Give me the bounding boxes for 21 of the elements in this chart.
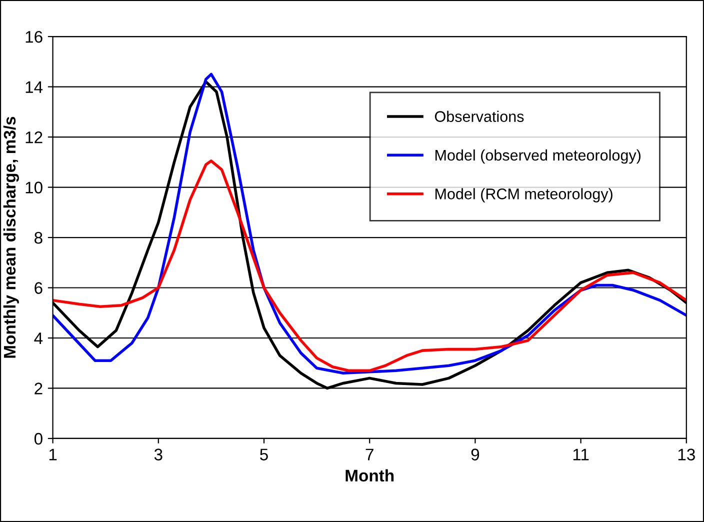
y-tick-label: 2	[34, 382, 42, 394]
y-tick-label: 4	[34, 332, 43, 344]
x-tick-label: 13	[678, 448, 695, 460]
y-axis-title: Monthly mean discharge, m3/s	[3, 116, 19, 358]
y-tick-label: 16	[26, 30, 42, 43]
y-tick-label: 14	[26, 81, 43, 93]
legend-label: Model (RCM meteorology)	[435, 188, 612, 202]
legend-label: Observations	[434, 110, 524, 122]
x-tick-label: 9	[471, 448, 480, 460]
y-tick-label: 0	[34, 432, 42, 445]
x-tick-label: 7	[366, 448, 374, 460]
y-tick-label: 10	[26, 182, 42, 194]
y-tick-label: 12	[26, 131, 42, 144]
x-axis-title: Month	[346, 469, 394, 482]
y-tick-label: 6	[34, 282, 42, 294]
x-tick-label: 1	[49, 448, 57, 460]
x-tick-label: 11	[573, 448, 589, 460]
y-tick-label: 8	[34, 232, 42, 244]
x-tick-label: 5	[260, 448, 268, 460]
legend-label: Model (observed meteorology)	[435, 149, 640, 164]
x-tick-label: 3	[154, 448, 162, 460]
